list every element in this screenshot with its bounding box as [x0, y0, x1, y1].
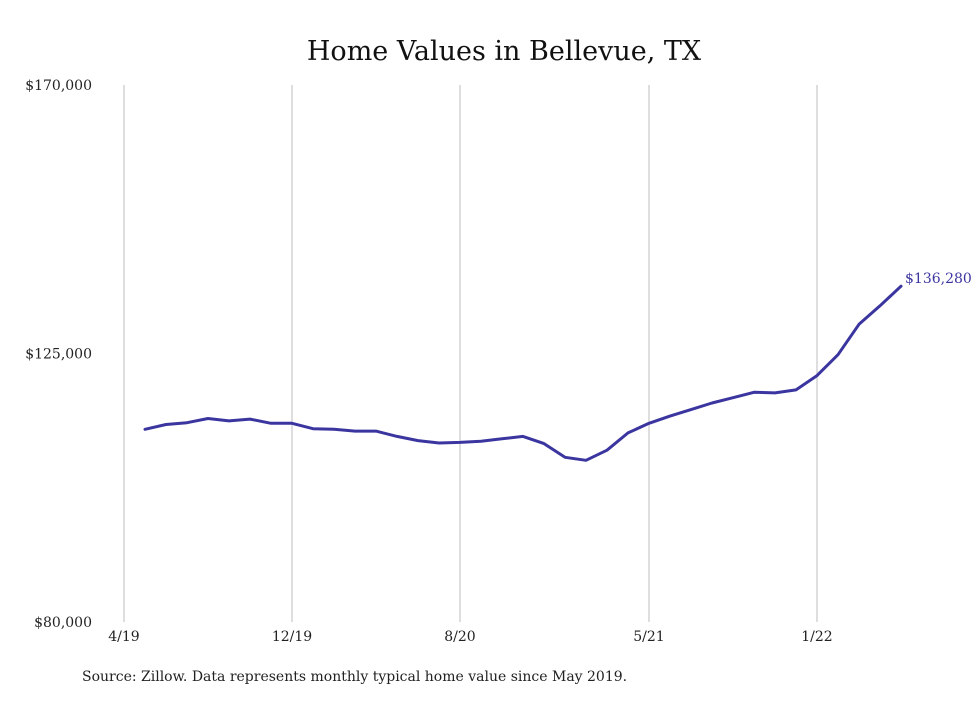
y-tick-label: $170,000: [25, 78, 92, 94]
y-tick-label: $80,000: [34, 615, 92, 631]
x-tick-label: 5/21: [633, 629, 664, 645]
chart-title: Home Values in Bellevue, TX: [307, 36, 702, 67]
x-tick-label: 4/19: [108, 629, 139, 645]
series-line: [143, 284, 903, 462]
x-tick-label: 12/19: [272, 629, 312, 645]
x-tick-label: 1/22: [801, 629, 832, 645]
series-group: [143, 284, 903, 462]
x-axis: 4/19 12/19 8/20 5/21 1/22: [108, 629, 832, 645]
gridlines: [123, 85, 818, 622]
x-tick-label: 8/20: [444, 629, 475, 645]
y-axis: $80,000 $125,000 $170,000: [25, 78, 92, 631]
source-note: Source: Zillow. Data represents monthly …: [82, 669, 627, 685]
end-value-label: $136,280: [905, 271, 972, 287]
y-tick-label: $125,000: [25, 347, 92, 363]
